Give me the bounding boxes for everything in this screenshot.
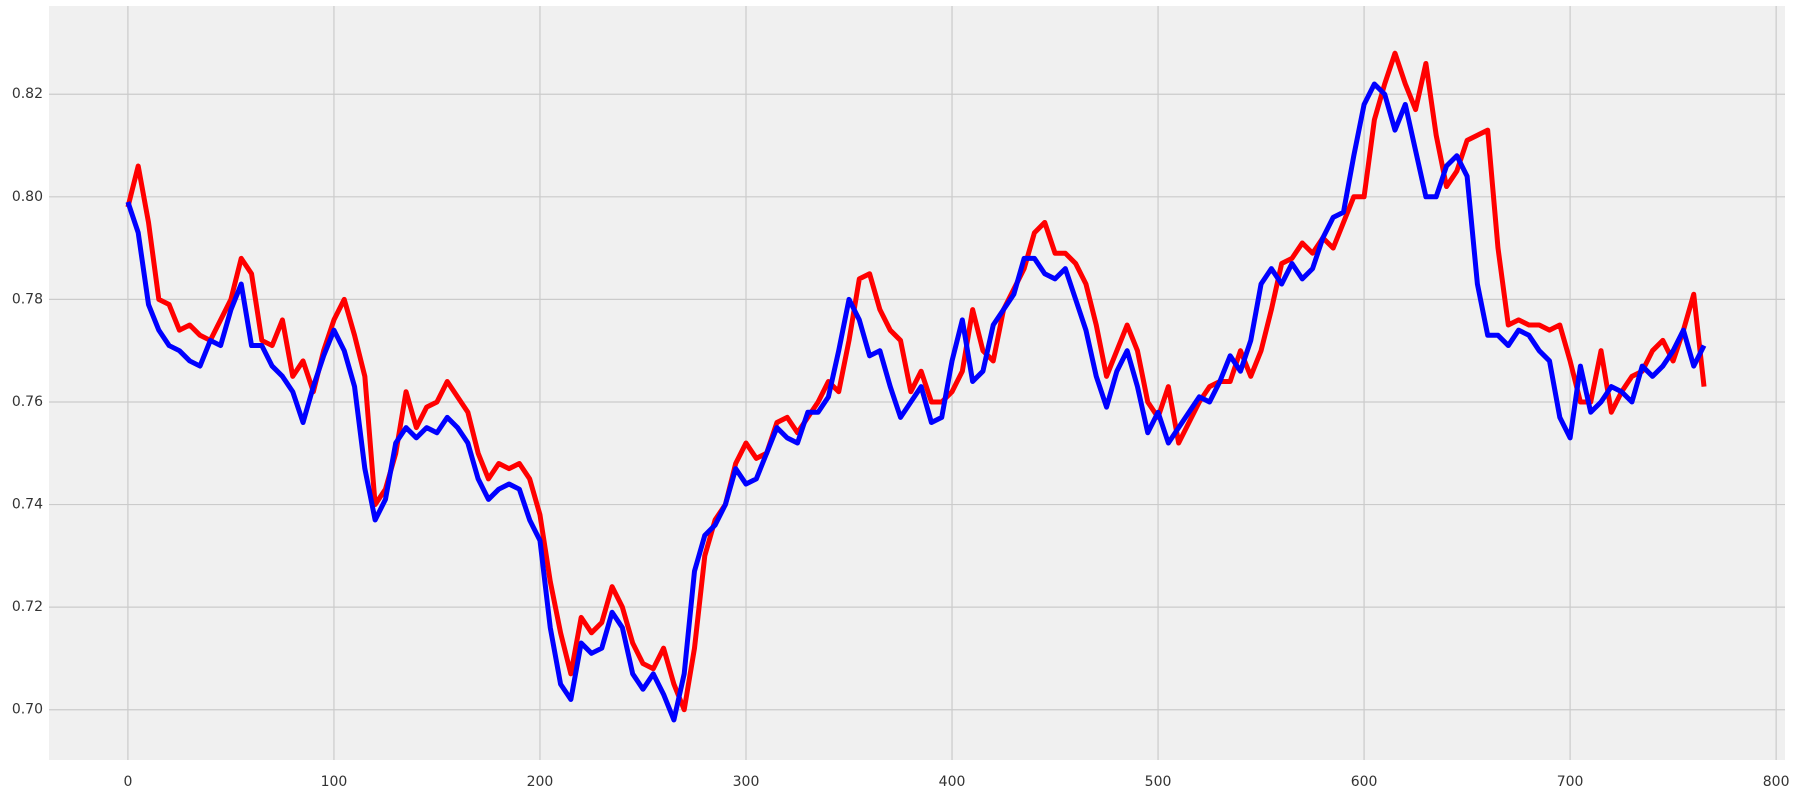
x-tick-label: 0 <box>123 774 132 790</box>
x-tick-label: 400 <box>939 774 966 790</box>
y-tick-label: 0.82 <box>12 86 43 102</box>
y-tick-label: 0.78 <box>12 291 43 307</box>
x-tick-label: 300 <box>733 774 760 790</box>
y-tick-label: 0.70 <box>12 702 43 718</box>
y-tick-label: 0.76 <box>12 394 43 410</box>
x-tick-label: 100 <box>321 774 348 790</box>
y-tick-label: 0.80 <box>12 189 43 205</box>
x-tick-label: 500 <box>1145 774 1172 790</box>
x-tick-label: 200 <box>527 774 554 790</box>
x-tick-label: 800 <box>1763 774 1790 790</box>
y-tick-label: 0.72 <box>12 599 43 615</box>
data-line <box>125 81 1707 723</box>
x-tick-label: 600 <box>1351 774 1378 790</box>
y-tick-label: 0.74 <box>12 497 43 513</box>
x-tick-label: 700 <box>1557 774 1584 790</box>
